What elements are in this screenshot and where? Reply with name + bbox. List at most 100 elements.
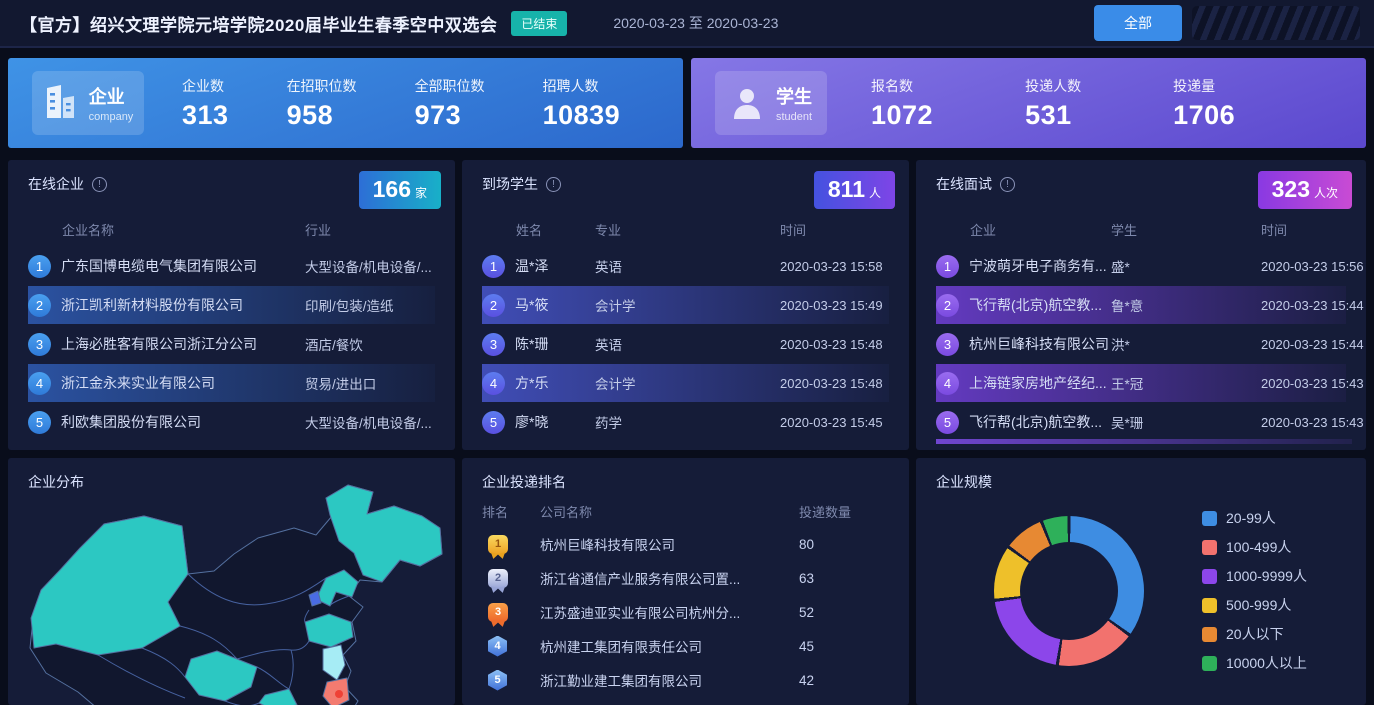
legend-item[interactable]: 10000人以上	[1202, 653, 1307, 673]
table-row: 3 上海必胜客有限公司浙江分公司 酒店/餐饮	[28, 325, 435, 363]
company-scale-donut-chart[interactable]	[994, 515, 1144, 666]
industry: 印刷/包装/造纸	[305, 299, 394, 314]
company-name: 宁波萌牙电子商务有...	[969, 258, 1107, 274]
legend-item[interactable]: 20人以下	[1202, 624, 1307, 644]
legend-color-chip	[1202, 539, 1217, 555]
student-name: 吴*珊	[1111, 416, 1144, 431]
info-icon[interactable]: !	[1000, 176, 1015, 192]
rank-badge: 5	[936, 410, 959, 434]
company-card-label: 企业	[88, 87, 125, 107]
student-name: 盛*	[1111, 260, 1130, 275]
student-summary-card: 学生 student 报名数 1072 投递人数 531 投递量 1706	[691, 58, 1366, 148]
table-row: 3 杭州巨峰科技有限公司 洪* 2020-03-23 15:44	[936, 325, 1364, 363]
company-summary-card: 企业 company 企业数 313 在招职位数 958 全部职位数 973 招…	[8, 58, 683, 148]
online-interviews-title: 在线面试	[936, 176, 992, 192]
ranking-row: 1 杭州巨峰科技有限公司 80	[482, 527, 889, 561]
stat-company-count: 企业数 313	[182, 77, 229, 130]
rank-badge: 2	[936, 293, 959, 317]
student-name: 方*乐	[515, 375, 549, 391]
bronze-medal-icon: 3	[488, 602, 508, 622]
column-header: 专业	[595, 223, 622, 238]
company-name: 飞行帮(北京)航空教...	[969, 414, 1102, 430]
ranking-row: 5 浙江勤业建工集团有限公司 42	[482, 663, 889, 697]
person-icon	[733, 89, 760, 119]
ranking-row: 4 杭州建工集团有限责任公司 45	[482, 629, 889, 663]
major: 会计学	[595, 377, 636, 392]
student-card-label-en: student	[775, 111, 813, 123]
rank-badge: 3	[936, 332, 959, 356]
gold-medal-icon: 1	[488, 534, 508, 554]
delivery-count: 42	[799, 672, 815, 688]
company-scale-title: 企业规模	[936, 474, 992, 490]
student-name: 马*筱	[515, 297, 549, 313]
scale-legend: 20-99人 100-499人 1000-9999人 500-999人 20人以下 100…	[1202, 508, 1307, 673]
info-icon[interactable]: !	[92, 176, 107, 192]
student-name: 温*泽	[515, 258, 549, 274]
company-name: 杭州巨峰科技有限公司	[540, 538, 675, 553]
table-row: 1 宁波萌牙电子商务有... 盛* 2020-03-23 15:56	[936, 247, 1364, 285]
legend-label: 500-999人	[1226, 597, 1292, 613]
legend-item[interactable]: 1000-9999人	[1202, 566, 1307, 586]
timestamp: 2020-03-23 15:44	[1261, 297, 1364, 313]
company-card-label-en: company	[88, 111, 134, 123]
china-map[interactable]	[8, 458, 455, 705]
legend-color-chip	[1202, 655, 1217, 671]
legend-color-chip	[1202, 597, 1217, 613]
table-row: 2 马*筱 会计学 2020-03-23 15:49	[482, 286, 889, 324]
column-header: 行业	[305, 223, 332, 238]
filter-all-button[interactable]: 全部	[1094, 5, 1182, 41]
column-header: 排名	[482, 505, 509, 520]
major: 药学	[595, 416, 622, 431]
rank-badge: 2	[28, 293, 51, 317]
timestamp: 2020-03-23 15:44	[1261, 336, 1364, 352]
company-name: 浙江省通信产业服务有限公司置...	[540, 572, 741, 587]
page-title: 【官方】绍兴文理学院元培学院2020届毕业生春季空中双选会	[20, 15, 498, 35]
student-name: 陈*珊	[515, 336, 549, 352]
timestamp: 2020-03-23 15:48	[780, 375, 883, 391]
legend-item[interactable]: 500-999人	[1202, 595, 1307, 615]
column-header: 企业名称	[62, 223, 115, 238]
table-row: 2 浙江凯利新材料股份有限公司 印刷/包装/造纸	[28, 286, 435, 324]
industry: 大型设备/机电设备/...	[305, 416, 432, 431]
ranking-row: 2 浙江省通信产业服务有限公司置... 63	[482, 561, 889, 595]
company-name: 江苏盛迪亚实业有限公司杭州分...	[540, 606, 741, 621]
online-companies-panel: 在线企业 ! 166 家 企业名称 行业 1 广东国博电缆电气集团有限公司 大型设备…	[8, 160, 455, 450]
table-row: 3 陈*珊 英语 2020-03-23 15:48	[482, 325, 889, 363]
student-name: 鲁*意	[1111, 299, 1144, 314]
column-header: 投递数量	[799, 505, 852, 520]
column-header: 时间	[780, 223, 807, 238]
company-distribution-title: 企业分布	[28, 474, 84, 490]
industry: 大型设备/机电设备/...	[305, 260, 432, 275]
industry: 贸易/进出口	[305, 377, 377, 392]
stat-signup-count: 报名数 1072	[871, 77, 934, 130]
table-row: 5 飞行帮(北京)航空教... 吴*珊 2020-03-23 15:43	[936, 403, 1364, 441]
student-name: 洪*	[1111, 338, 1130, 353]
rank-badge: 1	[28, 254, 51, 278]
legend-label: 20人以下	[1226, 626, 1284, 642]
major: 英语	[595, 260, 622, 275]
rank-badge: 4	[488, 635, 507, 657]
stat-recruit-count: 招聘人数 10839	[542, 77, 621, 130]
company-name: 广东国博电缆电气集团有限公司	[61, 258, 257, 274]
decorative-chevrons	[1192, 6, 1360, 40]
legend-item[interactable]: 100-499人	[1202, 537, 1307, 557]
company-name: 浙江凯利新材料股份有限公司	[61, 297, 243, 313]
column-header: 学生	[1111, 223, 1138, 238]
online-interviews-panel: 在线面试 ! 323 人次 企业 学生 时间 1 宁波萌牙电子商务有... 盛* 2…	[916, 160, 1366, 450]
student-name: 廖*晓	[515, 414, 549, 430]
legend-color-chip	[1202, 568, 1217, 584]
table-row: 5 利欧集团股份有限公司 大型设备/机电设备/...	[28, 403, 435, 441]
stat-applicant-count: 投递人数 531	[1025, 77, 1082, 130]
table-row: 4 方*乐 会计学 2020-03-23 15:48	[482, 364, 889, 402]
legend-item[interactable]: 20-99人	[1202, 508, 1307, 528]
rank-badge: 1	[482, 254, 505, 278]
online-companies-count-badge: 166 家	[358, 171, 441, 209]
company-name: 杭州建工集团有限责任公司	[540, 640, 702, 655]
timestamp: 2020-03-23 15:43	[1261, 414, 1364, 430]
info-icon[interactable]: !	[546, 176, 561, 192]
company-distribution-panel: 企业分布	[8, 458, 455, 705]
table-row-partial	[936, 439, 1352, 444]
buildings-icon	[46, 85, 74, 118]
table-row: 1 广东国博电缆电气集团有限公司 大型设备/机电设备/...	[28, 247, 435, 285]
date-range: 2020-03-23 至 2020-03-23	[613, 15, 779, 31]
